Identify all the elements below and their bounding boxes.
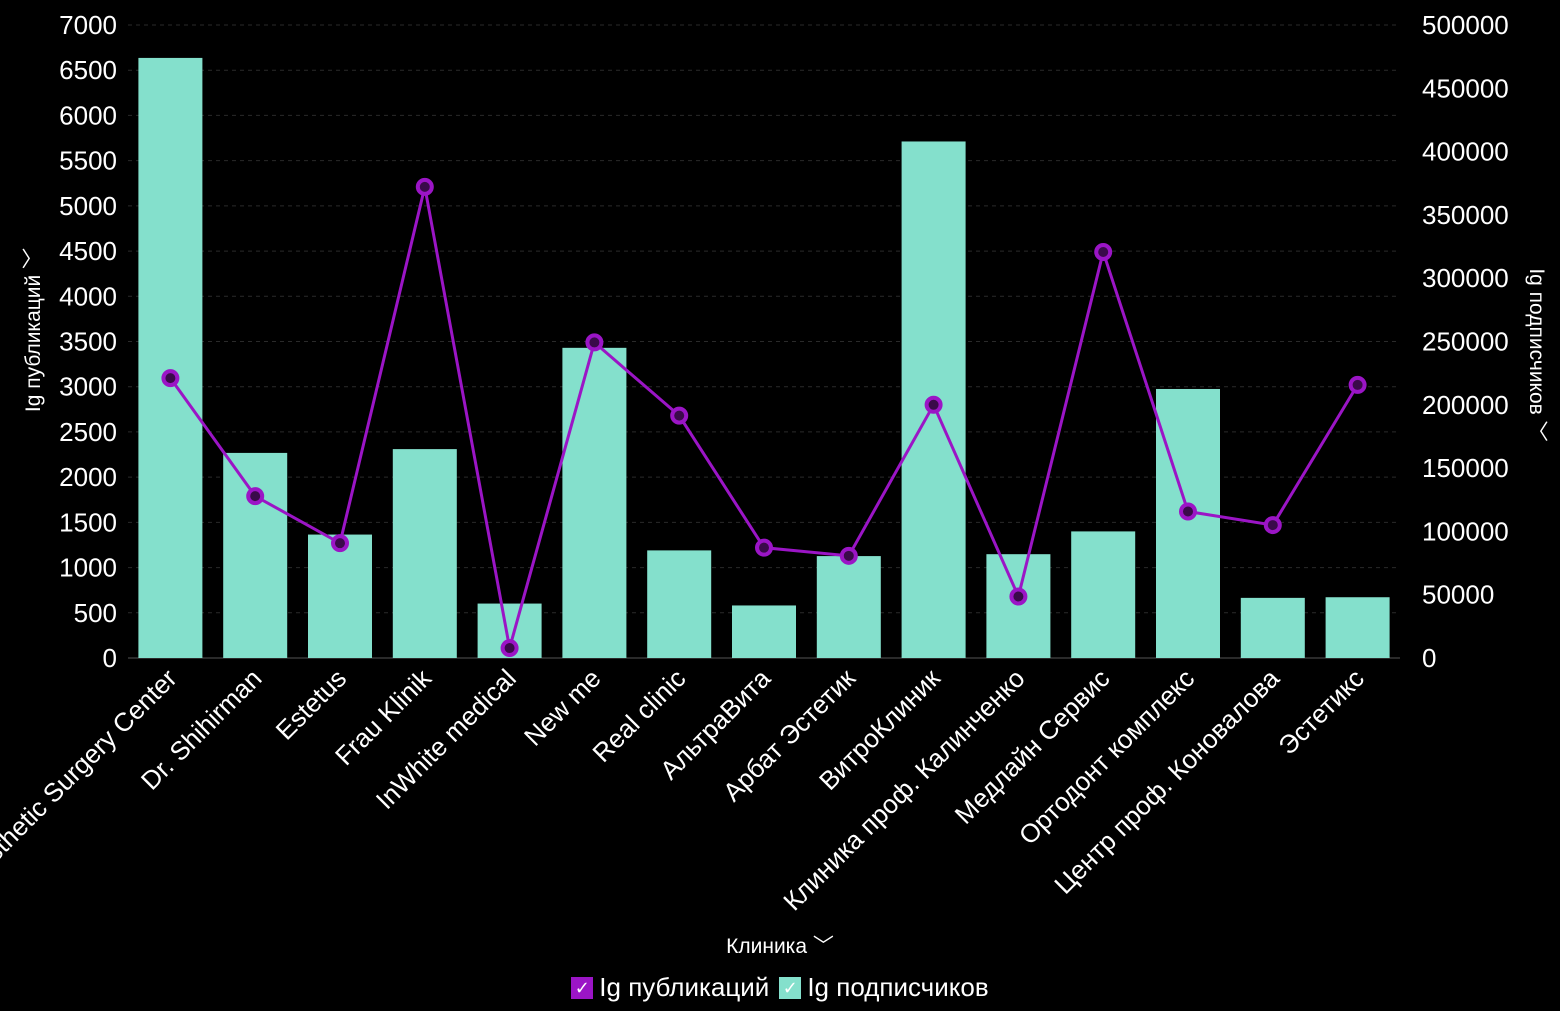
y-tick-left: 3000	[59, 372, 117, 402]
y-tick-left: 500	[74, 598, 117, 628]
line-point[interactable]	[1348, 375, 1367, 394]
y-tick-left: 6000	[59, 100, 117, 130]
line-point[interactable]	[331, 534, 349, 553]
line-point[interactable]	[500, 639, 519, 658]
x-tick-label: Estetus	[270, 663, 353, 746]
y-tick-left: 2000	[59, 462, 117, 492]
y-axis-title-right[interactable]: Ig подписчиков ﹀	[1523, 268, 1553, 441]
x-axis-title-text: Клиника	[726, 935, 808, 958]
line-point[interactable]	[755, 538, 773, 557]
bar[interactable]	[223, 452, 288, 658]
y-tick-right: 500000	[1422, 10, 1509, 40]
y-tick-left: 1000	[59, 553, 117, 583]
x-tick-label: Эстетикс	[1272, 663, 1370, 761]
y-tick-left: 6500	[59, 55, 117, 85]
x-tick-label: New me	[518, 663, 607, 752]
legend-label: Ig подписчиков	[807, 972, 989, 1002]
y-tick-left: 5000	[59, 191, 117, 221]
checkbox-icon[interactable]: ✓	[779, 976, 802, 999]
y-tick-left: 1500	[59, 507, 117, 537]
bar[interactable]	[308, 534, 372, 658]
line-series-ig-publications	[161, 177, 1367, 658]
chevron-down-icon: ﹀	[812, 935, 834, 958]
line-point[interactable]	[1179, 502, 1197, 521]
bar[interactable]	[562, 347, 627, 658]
x-tick-label: Медлайн Сервис	[949, 663, 1116, 830]
bar[interactable]	[138, 57, 203, 658]
line-point[interactable]	[1094, 242, 1113, 261]
y-tick-left: 5500	[59, 146, 117, 176]
legend-item-followers[interactable]: ✓ Ig подписчиков	[779, 972, 989, 1003]
right-y-axis: 0 50000 100000 150000 200000 250000 300000 3500…	[1422, 10, 1509, 673]
line-point[interactable]	[670, 406, 689, 425]
y-tick-right: 250000	[1422, 327, 1509, 357]
bar-series-ig-followers	[138, 57, 1390, 659]
y-tick-right: 450000	[1422, 73, 1509, 103]
line-point[interactable]	[839, 546, 858, 565]
legend-label: Ig публикаций	[599, 972, 770, 1002]
y-tick-left: 7000	[59, 10, 117, 40]
line-point[interactable]	[246, 487, 265, 506]
bar[interactable]	[1325, 597, 1390, 658]
legend-item-publications[interactable]: ✓ Ig публикаций	[571, 972, 769, 1003]
y-tick-right: 100000	[1422, 516, 1509, 546]
bar[interactable]	[986, 554, 1051, 658]
legend: ✓ Ig публикаций ✓ Ig подписчиков	[0, 972, 1560, 1003]
y-axis-title-right-text: Ig подписчиков	[1525, 268, 1548, 415]
line-point[interactable]	[415, 177, 434, 196]
bar[interactable]	[1071, 531, 1136, 658]
y-tick-right: 150000	[1422, 453, 1509, 483]
line-point[interactable]	[1009, 587, 1028, 606]
line-point[interactable]	[1263, 516, 1282, 535]
y-tick-right: 400000	[1422, 137, 1509, 167]
y-tick-left: 2500	[59, 417, 117, 447]
chevron-down-icon: ﹀	[22, 247, 45, 269]
bar[interactable]	[816, 556, 881, 658]
y-axis-title-left[interactable]: Ig публикаций ﹀	[17, 248, 47, 412]
bar[interactable]	[732, 605, 796, 658]
y-tick-left: 0	[103, 643, 117, 673]
y-axis-title-left-text: Ig публикаций	[22, 274, 45, 413]
left-y-axis: 0 500 1000 1500 2000 2500 3000 3500 4000 4500 5000…	[59, 10, 117, 673]
y-tick-right: 0	[1422, 643, 1436, 673]
y-tick-right: 350000	[1422, 200, 1509, 230]
bar[interactable]	[647, 550, 712, 658]
y-tick-left: 4500	[59, 236, 117, 266]
y-tick-right: 50000	[1422, 580, 1494, 610]
line-point[interactable]	[924, 395, 943, 414]
bar[interactable]	[1156, 388, 1220, 658]
x-axis-title[interactable]: Клиника ﹀	[0, 930, 1560, 960]
bar[interactable]	[1240, 597, 1305, 658]
line-point[interactable]	[161, 369, 180, 388]
y-tick-left: 3500	[59, 327, 117, 357]
bar[interactable]	[392, 449, 457, 658]
line-point[interactable]	[585, 333, 604, 352]
y-tick-right: 200000	[1422, 390, 1509, 420]
chevron-down-icon: ﹀	[1525, 420, 1548, 442]
y-tick-right: 300000	[1422, 263, 1509, 293]
y-tick-left: 4000	[59, 281, 117, 311]
checkbox-icon[interactable]: ✓	[571, 976, 594, 999]
